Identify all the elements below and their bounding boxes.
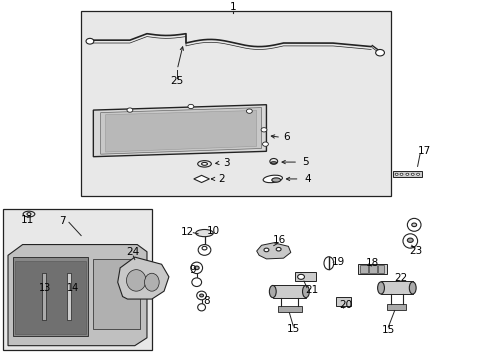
Ellipse shape	[144, 273, 159, 291]
Circle shape	[416, 173, 419, 175]
Text: 12: 12	[181, 227, 194, 237]
Polygon shape	[105, 111, 256, 152]
Polygon shape	[8, 244, 147, 346]
Circle shape	[202, 246, 206, 250]
Bar	[392, 171, 422, 177]
Bar	[377, 265, 383, 273]
Text: 14: 14	[66, 283, 79, 293]
Bar	[295, 272, 315, 281]
Polygon shape	[193, 175, 209, 183]
Circle shape	[86, 39, 94, 44]
Text: 9: 9	[189, 265, 195, 275]
Circle shape	[127, 108, 133, 112]
Text: 20: 20	[339, 300, 352, 310]
Circle shape	[264, 248, 268, 252]
Polygon shape	[101, 108, 261, 154]
Bar	[3, 209, 152, 350]
Circle shape	[187, 104, 193, 109]
Ellipse shape	[302, 285, 309, 298]
Text: 11: 11	[21, 215, 34, 225]
Bar	[335, 297, 350, 306]
Text: 10: 10	[207, 226, 220, 236]
Ellipse shape	[198, 244, 210, 255]
Ellipse shape	[324, 257, 333, 270]
Bar	[272, 285, 305, 298]
Polygon shape	[256, 243, 290, 259]
Ellipse shape	[263, 175, 282, 183]
Text: 22: 22	[393, 273, 407, 283]
Circle shape	[405, 173, 408, 175]
Circle shape	[246, 109, 252, 113]
Bar	[15, 261, 86, 334]
Ellipse shape	[408, 282, 415, 294]
Bar	[93, 259, 140, 329]
Circle shape	[411, 223, 416, 227]
Ellipse shape	[197, 304, 205, 311]
Circle shape	[410, 173, 413, 175]
Circle shape	[297, 274, 304, 279]
Ellipse shape	[197, 161, 211, 167]
Text: 4: 4	[304, 174, 310, 184]
Circle shape	[269, 158, 277, 164]
Bar	[81, 12, 390, 196]
Bar	[42, 273, 46, 320]
Text: 21: 21	[305, 285, 318, 296]
Ellipse shape	[126, 270, 146, 291]
Ellipse shape	[191, 278, 201, 287]
Text: 25: 25	[170, 76, 183, 86]
Ellipse shape	[190, 262, 202, 274]
Bar	[368, 265, 376, 273]
Text: 8: 8	[203, 296, 210, 306]
Text: 17: 17	[417, 145, 430, 156]
Text: 15: 15	[286, 324, 299, 334]
Circle shape	[261, 128, 266, 132]
Circle shape	[399, 173, 402, 175]
Circle shape	[394, 173, 397, 175]
Bar	[357, 264, 386, 274]
Bar	[386, 304, 406, 310]
Bar	[277, 306, 302, 312]
Circle shape	[27, 213, 31, 216]
Ellipse shape	[196, 291, 206, 300]
Text: 2: 2	[218, 174, 224, 184]
Text: 19: 19	[331, 257, 345, 267]
Text: 6: 6	[283, 132, 290, 142]
Text: 15: 15	[381, 325, 394, 335]
Text: 3: 3	[222, 158, 229, 168]
Ellipse shape	[402, 234, 417, 248]
Polygon shape	[93, 105, 266, 157]
Bar	[66, 273, 71, 320]
Ellipse shape	[407, 219, 420, 231]
Circle shape	[194, 266, 199, 270]
Ellipse shape	[201, 162, 207, 165]
Text: 1: 1	[229, 2, 236, 12]
Circle shape	[199, 294, 203, 297]
Bar	[13, 257, 88, 336]
Bar	[380, 282, 412, 294]
Text: 16: 16	[272, 235, 285, 245]
Ellipse shape	[195, 229, 213, 237]
Circle shape	[375, 49, 384, 56]
Text: 23: 23	[408, 246, 422, 256]
Ellipse shape	[377, 282, 384, 294]
Circle shape	[407, 238, 412, 242]
Bar	[359, 265, 367, 273]
Text: 13: 13	[39, 283, 51, 293]
Ellipse shape	[271, 178, 280, 182]
Text: 24: 24	[126, 247, 140, 257]
Text: 7: 7	[59, 216, 66, 225]
Ellipse shape	[23, 211, 35, 217]
Polygon shape	[118, 257, 168, 299]
Circle shape	[262, 142, 268, 146]
Ellipse shape	[269, 285, 276, 298]
Circle shape	[276, 247, 281, 251]
Text: 18: 18	[365, 258, 378, 268]
Text: 5: 5	[302, 157, 308, 167]
Ellipse shape	[270, 162, 276, 164]
